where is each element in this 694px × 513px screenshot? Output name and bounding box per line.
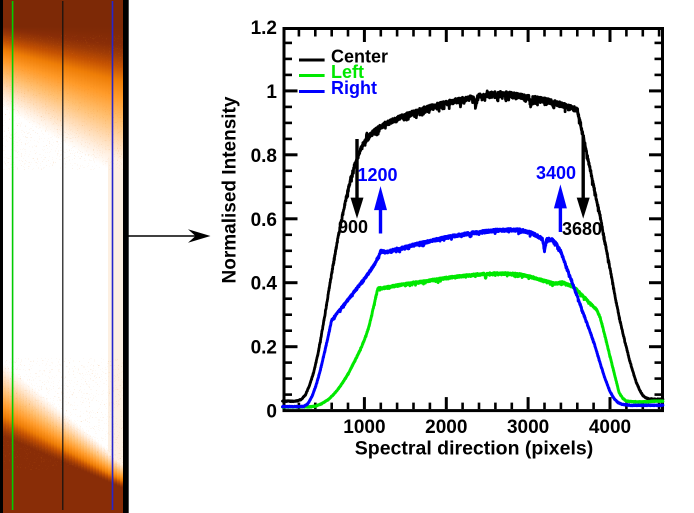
svg-text:3400: 3400 (536, 163, 576, 183)
svg-text:0: 0 (266, 402, 277, 423)
svg-text:3000: 3000 (507, 417, 549, 438)
svg-text:4000: 4000 (589, 417, 631, 438)
svg-text:0.2: 0.2 (251, 338, 277, 359)
svg-text:1000: 1000 (343, 417, 385, 438)
svg-text:Normalised Intensity: Normalised Intensity (220, 96, 241, 283)
svg-text:Left: Left (331, 62, 364, 82)
svg-text:Center: Center (331, 47, 388, 67)
svg-text:0.8: 0.8 (251, 146, 277, 167)
svg-text:2000: 2000 (425, 417, 467, 438)
svg-text:1: 1 (266, 82, 277, 103)
svg-text:1.2: 1.2 (251, 18, 277, 39)
svg-text:Spectral direction (pixels): Spectral direction (pixels) (355, 438, 593, 460)
svg-text:Right: Right (331, 78, 377, 98)
svg-text:900: 900 (338, 217, 368, 237)
svg-text:0.4: 0.4 (251, 274, 278, 295)
svg-text:0.6: 0.6 (251, 210, 277, 231)
svg-text:1200: 1200 (358, 165, 398, 185)
svg-text:3680: 3680 (562, 219, 602, 239)
